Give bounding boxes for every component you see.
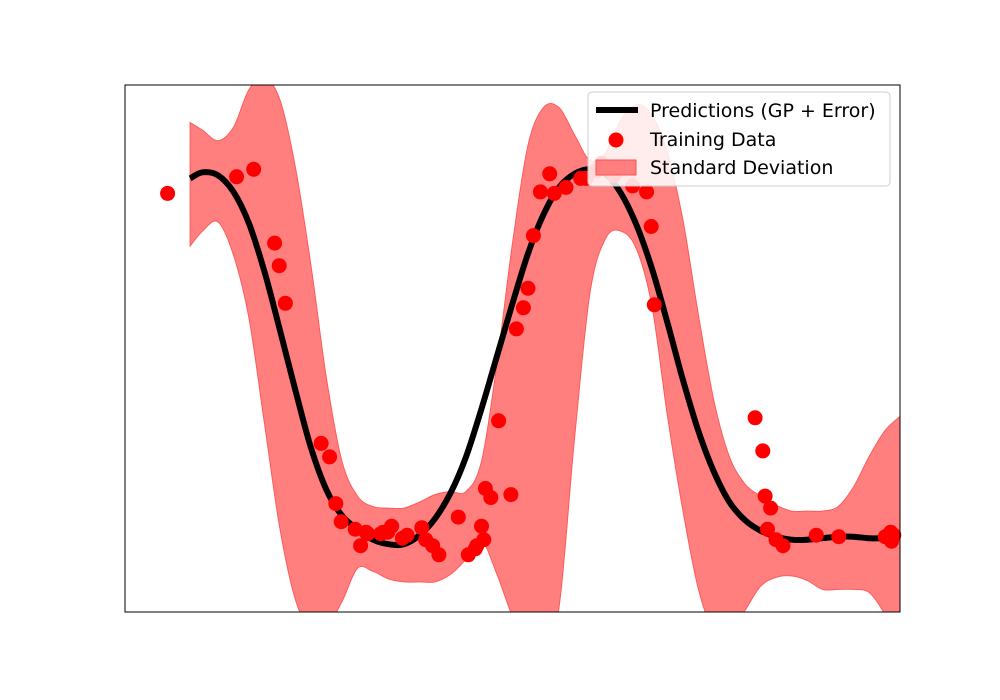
training-data-point <box>763 500 779 516</box>
training-data-point <box>384 518 400 534</box>
training-data-point <box>353 538 369 554</box>
legend-label-training: Training Data <box>649 129 776 151</box>
training-data-point <box>503 487 519 503</box>
training-data-point <box>476 532 492 548</box>
training-data-point <box>450 509 466 525</box>
training-data-point <box>546 185 562 201</box>
training-data-point <box>831 529 847 545</box>
training-data-point <box>508 321 524 337</box>
training-data-point <box>277 295 293 311</box>
training-data-point <box>474 518 489 534</box>
training-data-point <box>267 235 283 251</box>
training-data-point <box>525 228 541 244</box>
training-data-point <box>760 521 775 537</box>
training-data-point <box>399 527 415 543</box>
training-data-point <box>646 297 662 313</box>
training-data-point <box>313 435 329 451</box>
training-data-point <box>431 547 447 563</box>
training-data-point <box>328 496 344 512</box>
legend-box <box>587 91 891 187</box>
training-data-point <box>322 449 338 465</box>
training-data-point <box>515 300 531 316</box>
training-data-point <box>160 185 176 201</box>
training-data-point <box>808 527 824 543</box>
training-data-point <box>483 490 499 506</box>
training-data-point <box>271 258 287 274</box>
legend-marker-swatch <box>608 132 624 148</box>
std-deviation-band <box>189 85 900 612</box>
training-data-point <box>414 520 430 536</box>
training-data-point <box>333 514 349 530</box>
std-band-layer <box>189 85 900 612</box>
legend: Predictions (GP + Error) Training Data S… <box>587 91 891 187</box>
training-data-point <box>775 538 791 554</box>
training-data-point <box>558 179 574 195</box>
training-data-point <box>886 527 902 543</box>
legend-patch-swatch <box>595 159 637 176</box>
training-data-point <box>229 169 245 185</box>
training-data-point <box>532 184 548 200</box>
axes-frame <box>124 84 901 613</box>
training-data-point <box>639 184 655 200</box>
training-data-point <box>520 280 536 296</box>
training-data-point <box>542 166 558 182</box>
legend-label-std: Standard Deviation <box>650 157 833 179</box>
training-data-point <box>246 161 262 177</box>
training-data-point <box>491 413 507 429</box>
training-data-point <box>360 526 376 542</box>
training-data-point <box>643 219 659 234</box>
legend-label-predictions: Predictions (GP + Error) <box>650 100 876 122</box>
training-data-point <box>747 410 763 426</box>
training-data-point <box>755 443 771 459</box>
training-data-point <box>757 488 773 504</box>
